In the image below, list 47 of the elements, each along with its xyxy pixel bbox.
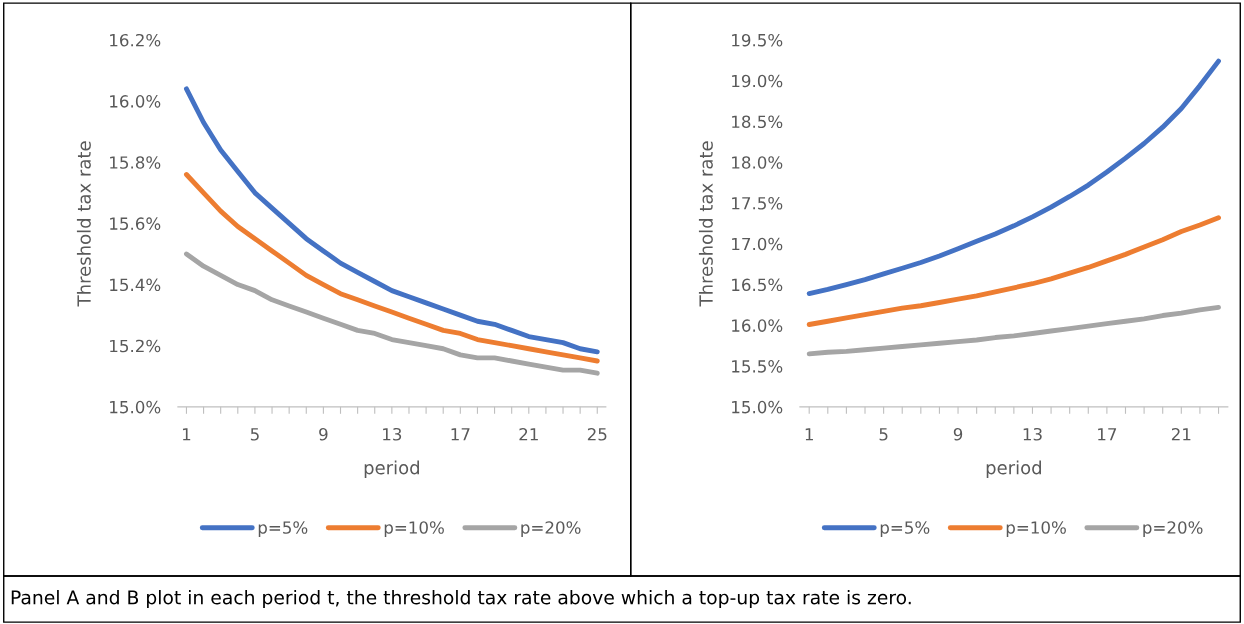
x-tick-label: 9: [319, 427, 328, 441]
y-tick-label: 15.0%: [110, 400, 161, 414]
x-tick-label: 25: [587, 427, 607, 441]
line-series: [806, 304, 1221, 357]
y-tick-label: 17.0%: [732, 237, 783, 251]
y-axis-title: Threshold tax rate: [76, 141, 91, 307]
y-tick-label: 15.0%: [732, 400, 783, 414]
legend-label: p=20%: [521, 521, 581, 538]
y-tick-label: 15.8%: [110, 156, 161, 169]
line-series: [184, 251, 600, 376]
x-axis-title: period: [364, 460, 419, 478]
x-tick-label: 1: [805, 428, 813, 441]
x-tick-label: 1: [182, 428, 191, 441]
x-tick-label: 21: [1171, 427, 1191, 441]
legend-label: p=5%: [258, 521, 308, 538]
x-tick-label: 17: [1098, 428, 1117, 441]
line-series: [184, 172, 600, 364]
legend-label: p=20%: [1143, 521, 1203, 538]
y-tick-label: 15.6%: [110, 217, 161, 230]
y-tick-label: 15.2%: [110, 339, 161, 353]
line-series: [806, 58, 1221, 296]
x-tick-label: 13: [1023, 427, 1042, 441]
y-axis-title: Threshold tax rate: [698, 141, 713, 307]
y-tick-label: 18.0%: [732, 156, 783, 169]
text: Panel A and B plot in each period t, the threshold tax rate above which a top-up tax rate is zero.: [11, 589, 911, 609]
line-series: [184, 86, 600, 355]
y-tick-label: 18.5%: [732, 115, 783, 129]
x-tick-label: 17: [451, 428, 470, 441]
y-tick-label: 15.5%: [732, 360, 783, 373]
legend-label: p=10%: [384, 521, 444, 538]
y-tick-label: 17.5%: [732, 196, 783, 210]
x-tick-label: 5: [250, 428, 259, 441]
y-tick-label: 16.5%: [732, 278, 783, 292]
y-tick-label: 19.0%: [732, 74, 783, 88]
x-axis-title: period: [986, 460, 1041, 478]
x-tick-label: 5: [879, 428, 888, 441]
x-tick-label: 13: [383, 427, 402, 441]
x-tick-label: 21: [519, 427, 538, 441]
y-tick-label: 16.0%: [732, 319, 783, 332]
y-tick-label: 19.5%: [732, 33, 783, 47]
y-tick-label: 16.2%: [110, 33, 161, 47]
y-tick-label: 16.0%: [110, 95, 161, 108]
line-series: [806, 215, 1221, 327]
x-tick-label: 9: [953, 427, 963, 441]
y-tick-label: 15.4%: [110, 278, 161, 292]
legend-label: p=5%: [880, 521, 930, 538]
legend-label: p=10%: [1006, 521, 1066, 538]
